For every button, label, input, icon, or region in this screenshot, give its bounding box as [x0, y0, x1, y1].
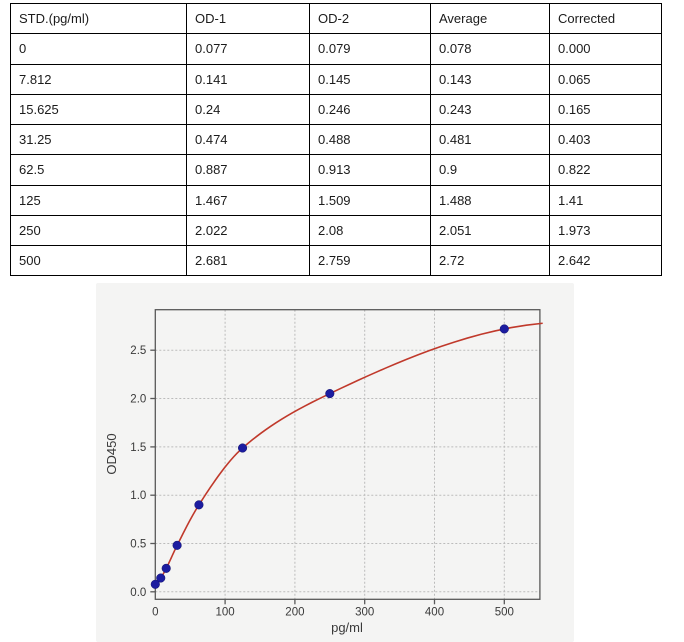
svg-text:0.0: 0.0 [130, 587, 146, 599]
svg-text:2.0: 2.0 [130, 394, 146, 406]
svg-text:0: 0 [152, 606, 158, 618]
svg-text:0.5: 0.5 [130, 539, 146, 551]
svg-text:pg/ml: pg/ml [331, 620, 363, 635]
svg-text:2.5: 2.5 [130, 345, 146, 357]
svg-text:400: 400 [425, 606, 444, 618]
svg-text:OD450: OD450 [104, 433, 119, 474]
svg-text:300: 300 [355, 606, 374, 618]
svg-text:500: 500 [495, 606, 514, 618]
svg-text:100: 100 [216, 606, 235, 618]
svg-text:1.0: 1.0 [130, 490, 146, 502]
svg-text:200: 200 [285, 606, 304, 618]
svg-text:1.5: 1.5 [130, 442, 146, 454]
